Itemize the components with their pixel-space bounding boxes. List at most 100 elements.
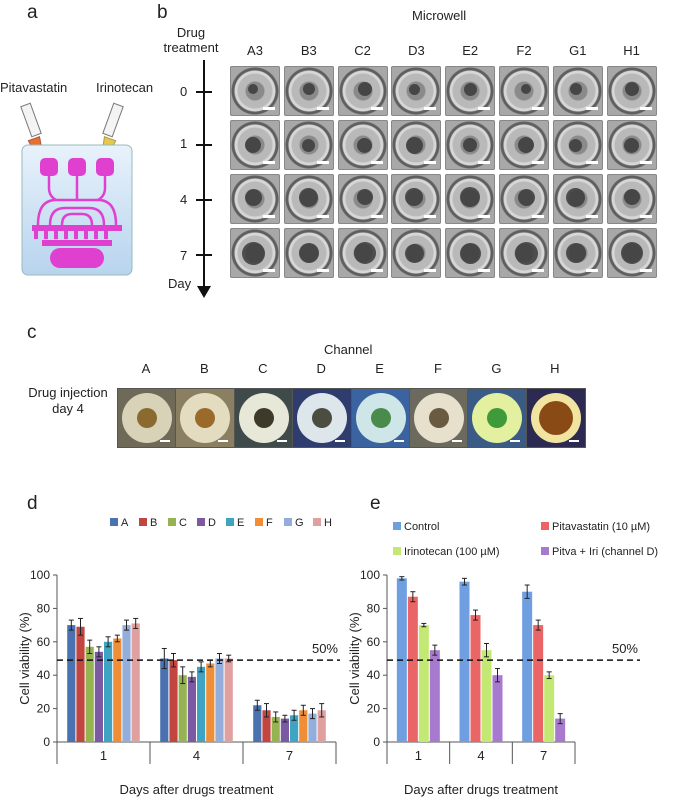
x-tick-label-4: 4 bbox=[477, 748, 484, 763]
microwell-image-E2-day-7 bbox=[445, 228, 496, 278]
microwell-image-H1-day-0 bbox=[606, 66, 657, 116]
panel-label-b: b bbox=[157, 2, 168, 23]
bar-b-day-4 bbox=[169, 660, 178, 742]
bar-c-day-4 bbox=[178, 675, 187, 742]
microwell-image-F2-day-4 bbox=[499, 174, 549, 224]
irinotecan-label: Irinotecan bbox=[96, 80, 154, 95]
spheroid-icon bbox=[429, 408, 449, 428]
bar-b-day-7 bbox=[262, 710, 271, 742]
scale-bar-icon bbox=[532, 107, 544, 110]
channel-col-B: B bbox=[200, 361, 209, 376]
bar-d-day-1 bbox=[94, 651, 103, 742]
scale-bar-icon bbox=[424, 269, 437, 272]
drug-treatment-header: Drug treatment bbox=[156, 25, 226, 55]
bar-e-day-1 bbox=[104, 641, 113, 742]
scale-bar-icon bbox=[424, 107, 437, 110]
scale-bar-icon bbox=[316, 161, 329, 164]
scale-bar-icon bbox=[316, 107, 329, 110]
microwell-image-D3-day-7 bbox=[391, 228, 442, 278]
bar-a-day-1 bbox=[67, 625, 76, 742]
scale-bar-icon bbox=[478, 107, 491, 110]
bar-g-day-4 bbox=[215, 658, 224, 742]
bar-e-day-7 bbox=[290, 715, 299, 742]
scale-bar-icon bbox=[639, 107, 652, 110]
scale-bar-icon bbox=[370, 161, 383, 164]
panel-label-c: c bbox=[27, 322, 37, 343]
y-axis-label: Cell viability (%) bbox=[347, 612, 362, 704]
microwell-image-B3-day-1 bbox=[283, 120, 334, 170]
scale-bar-icon bbox=[370, 269, 383, 272]
legend-label-2: Irinotecan (100 µM) bbox=[404, 546, 500, 558]
bar-f-day-7 bbox=[299, 710, 308, 742]
scale-bar-icon bbox=[478, 215, 491, 218]
panel-label-a: a bbox=[27, 2, 38, 23]
microwell-image-E2-day-1 bbox=[445, 120, 496, 170]
bar-h-day-1 bbox=[131, 623, 140, 742]
microwell-image-D3-day-0 bbox=[391, 66, 442, 116]
channel-col-E: E bbox=[375, 361, 384, 376]
legend-label-2: C bbox=[179, 517, 187, 529]
spheroid-icon bbox=[370, 408, 391, 428]
legend-swatch-3 bbox=[541, 547, 549, 555]
legend-swatch-2 bbox=[168, 518, 176, 526]
scale-bar-icon bbox=[585, 161, 598, 164]
day-row-1: 1 bbox=[180, 136, 188, 151]
bar-irinotecan-day-1 bbox=[418, 625, 429, 742]
channel-col-G: G bbox=[491, 361, 502, 376]
drug-treatment-line1: Drug bbox=[176, 25, 206, 40]
legend-label-7: H bbox=[324, 517, 332, 529]
microfluidic-device-illustration bbox=[20, 102, 133, 276]
bar-irinotecan-day-7 bbox=[544, 675, 555, 742]
scale-bar-icon bbox=[585, 215, 598, 218]
chart-d-cell-viability: A B C D E F G H 0 20 40 60 80 100 Cell viability (%) 1 4… bbox=[17, 517, 340, 797]
scale-bar-icon bbox=[424, 161, 437, 164]
x-tick-label-1: 1 bbox=[415, 748, 422, 763]
panel-label-d: d bbox=[27, 493, 38, 514]
spheroid-icon bbox=[248, 84, 258, 94]
bar-control-day-7 bbox=[522, 591, 533, 742]
bar-a-day-4 bbox=[160, 658, 169, 742]
channel-image-E bbox=[350, 388, 411, 448]
spheroid-icon bbox=[624, 82, 639, 96]
scale-bar-icon bbox=[370, 107, 383, 110]
scale-bar-icon bbox=[532, 269, 544, 272]
microwell-image-A3-day-7 bbox=[230, 228, 280, 278]
scale-bar-icon bbox=[218, 440, 229, 442]
microwell-image-B3-day-4 bbox=[283, 174, 334, 224]
spheroid-icon bbox=[566, 187, 586, 207]
scale-bar-icon bbox=[263, 215, 275, 218]
y-tick-label-80: 80 bbox=[37, 601, 51, 615]
spheroid-icon bbox=[299, 187, 319, 207]
day-row-0: 0 bbox=[180, 84, 188, 99]
pitavastatin-label: Pitavastatin bbox=[0, 80, 68, 95]
y-tick-label-20: 20 bbox=[367, 702, 381, 716]
scale-bar-icon bbox=[424, 215, 437, 218]
spheroid-icon bbox=[404, 243, 424, 263]
scale-bar-icon bbox=[160, 440, 170, 442]
legend-label-3: D bbox=[208, 517, 216, 529]
x-axis-label: Days after drugs treatment bbox=[404, 782, 558, 797]
spheroid-icon bbox=[241, 241, 265, 265]
bar-f-day-1 bbox=[113, 638, 122, 742]
channel-col-A: A bbox=[141, 361, 151, 376]
scale-bar-icon bbox=[478, 161, 491, 164]
drug-injection-label: Drug injection day 4 bbox=[20, 385, 116, 417]
scale-bar-icon bbox=[393, 440, 404, 442]
y-tick-label-40: 40 bbox=[367, 668, 381, 682]
microwell-image-C2-day-0 bbox=[337, 66, 388, 116]
spheroid-icon bbox=[514, 241, 538, 265]
spheroid-icon bbox=[620, 242, 643, 264]
spheroid-icon bbox=[569, 83, 582, 95]
spheroid-icon bbox=[253, 408, 274, 428]
microwell-col-A3: A3 bbox=[247, 43, 263, 58]
x-tick-label-4: 4 bbox=[193, 748, 200, 763]
bar-d-day-7 bbox=[280, 718, 289, 742]
microwell-col-C2: C2 bbox=[354, 43, 371, 58]
legend-swatch-0 bbox=[110, 518, 118, 526]
spheroid-icon bbox=[357, 82, 372, 96]
microwell-image-C2-day-4 bbox=[337, 174, 388, 224]
scale-bar-icon bbox=[263, 161, 275, 164]
chart-legend: Control Pitavastatin (10 µM) Irinotecan (1… bbox=[393, 521, 658, 558]
chart-e-cell-viability: Control Pitavastatin (10 µM) Irinotecan (1… bbox=[347, 521, 658, 797]
legend-swatch-3 bbox=[197, 518, 205, 526]
